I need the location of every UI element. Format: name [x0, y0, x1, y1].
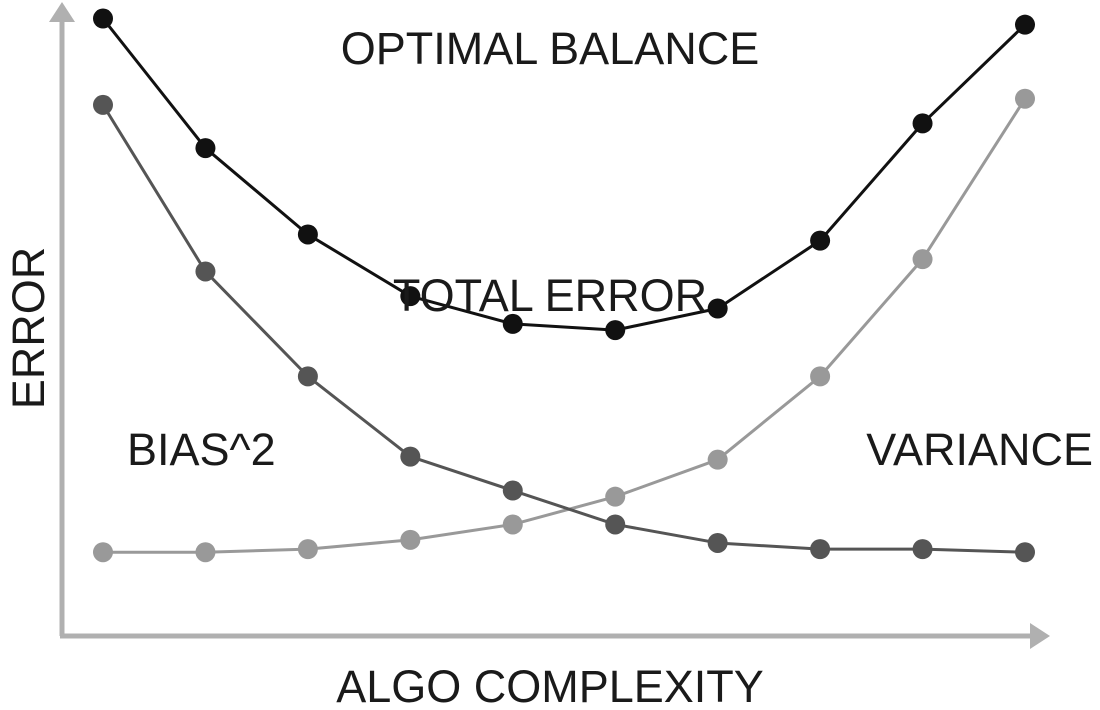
series-total-error	[93, 8, 1035, 341]
point-variance-9	[912, 249, 933, 270]
point-total-error-2	[195, 138, 216, 159]
series-variance	[93, 88, 1035, 563]
point-bias-4	[400, 446, 421, 467]
point-variance-2	[195, 542, 216, 563]
x-axis-label: ALGO COMPLEXITY	[336, 661, 764, 710]
point-bias-7	[707, 532, 728, 553]
point-variance-6	[605, 486, 626, 507]
series-bias	[93, 94, 1035, 563]
point-variance-3	[297, 539, 318, 560]
line-bias	[101, 103, 1027, 554]
series-label-total-error: TOTAL ERROR	[393, 270, 707, 321]
point-total-error-8	[810, 230, 831, 251]
series-layer	[93, 8, 1035, 563]
point-total-error-5	[502, 313, 523, 334]
point-bias-3	[297, 366, 318, 387]
x-axis-arrowhead	[1030, 623, 1050, 649]
point-total-error-10	[1015, 14, 1035, 35]
axes	[49, 2, 1050, 649]
point-total-error-7	[707, 298, 728, 319]
point-total-error-9	[912, 113, 933, 134]
y-axis-arrowhead	[49, 2, 75, 22]
series-label-bias: BIAS^2	[127, 424, 276, 475]
point-variance-5	[502, 514, 523, 535]
line-variance	[101, 97, 1027, 554]
annotation-optimal-balance: OPTIMAL BALANCE	[341, 23, 759, 74]
y-axis-label: ERROR	[3, 247, 54, 410]
point-variance-7	[707, 449, 728, 470]
point-bias-8	[810, 539, 831, 560]
point-bias-5	[502, 480, 523, 501]
point-total-error-1	[93, 8, 113, 29]
series-label-variance: VARIANCE	[866, 424, 1093, 475]
point-total-error-6	[605, 320, 626, 341]
point-bias-10	[1015, 542, 1035, 563]
point-total-error-4	[400, 286, 421, 307]
point-bias-6	[605, 514, 626, 535]
point-bias-9	[912, 539, 933, 560]
line-total-error	[101, 17, 1027, 332]
point-variance-8	[810, 366, 831, 387]
point-bias-1	[93, 94, 113, 115]
point-variance-4	[400, 529, 421, 550]
point-variance-10	[1015, 88, 1035, 109]
point-bias-2	[195, 261, 216, 282]
point-total-error-3	[297, 224, 318, 245]
point-variance-1	[93, 542, 113, 563]
